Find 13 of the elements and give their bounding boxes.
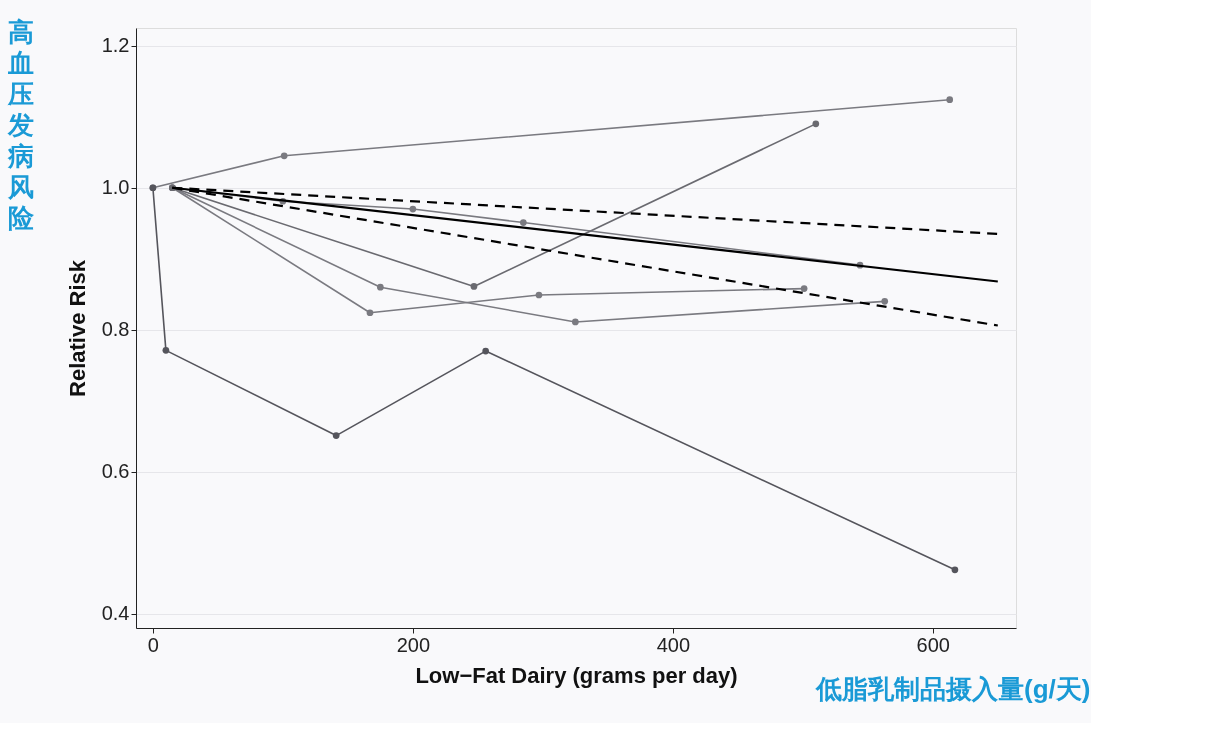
text: 高血压发病风险 bbox=[7, 17, 35, 233]
y-tick-label: 0.8 bbox=[101, 318, 130, 341]
x-tick-label: 600 bbox=[916, 633, 950, 656]
y-tick-label: 1.2 bbox=[101, 34, 130, 57]
x-tick-label: 0 bbox=[147, 633, 159, 656]
y-tick-label: 0.4 bbox=[101, 602, 130, 625]
x-tick-label: 200 bbox=[396, 633, 431, 656]
x-axis-title: Low−Fat Dairy (grams per day) bbox=[415, 662, 738, 688]
y-tick-label: 1.0 bbox=[101, 176, 130, 199]
y-axis-title: Relative Risk bbox=[64, 259, 90, 397]
text: 低脂乳制品摄入量(g/天) bbox=[815, 674, 1091, 704]
y-tick-label: 0.6 bbox=[101, 460, 130, 483]
x-tick-label: 400 bbox=[656, 633, 691, 656]
